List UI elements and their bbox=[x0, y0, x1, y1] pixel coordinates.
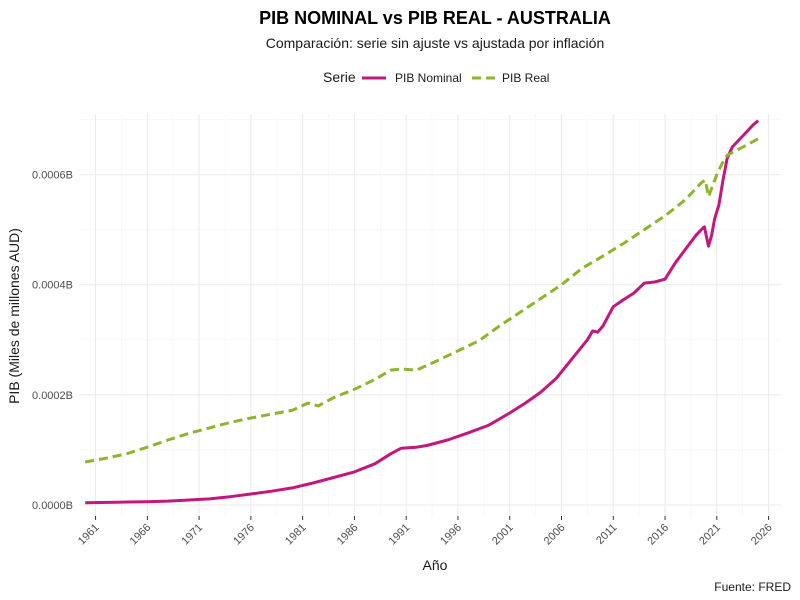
legend-label-pib-real: PIB Real bbox=[502, 71, 549, 85]
legend-title: Serie bbox=[323, 69, 356, 85]
plot-panel: 1961 1966 1971 1976 1981 1986 1991 1996 2001 2006… bbox=[32, 114, 781, 547]
x-axis-title: Año bbox=[423, 557, 448, 573]
x-tick-label: 2001 bbox=[490, 522, 516, 548]
chart-title: PIB NOMINAL vs PIB REAL - AUSTRALIA bbox=[259, 8, 611, 28]
x-tick-label: 2016 bbox=[645, 522, 671, 548]
x-tick-label: 1976 bbox=[231, 522, 257, 548]
y-tick-label: 0.0002B bbox=[32, 390, 73, 402]
x-tick-label: 1986 bbox=[335, 522, 361, 548]
x-tick-label: 1966 bbox=[128, 522, 154, 548]
chart-subtitle: Comparación: serie sin ajuste vs ajustad… bbox=[266, 35, 605, 51]
x-tick-label: 2021 bbox=[697, 522, 723, 548]
legend-label-pib-nominal: PIB Nominal bbox=[395, 71, 462, 85]
legend: Serie PIB Nominal PIB Real bbox=[323, 69, 549, 85]
y-tick-label: 0.0006B bbox=[32, 170, 73, 182]
series-line-pib-real bbox=[84, 137, 759, 464]
x-tick-label: 2006 bbox=[542, 522, 568, 548]
caption: Fuente: FRED bbox=[714, 580, 791, 594]
x-tick-label: 2011 bbox=[594, 522, 619, 547]
x-tick-label: 1991 bbox=[387, 522, 413, 548]
x-tick-label: 1981 bbox=[283, 522, 309, 548]
x-tick-label: 1996 bbox=[438, 522, 464, 548]
series-line-pib-nominal bbox=[85, 119, 760, 505]
x-tick-label: 1961 bbox=[76, 522, 102, 548]
x-tick-label: 2026 bbox=[749, 522, 775, 548]
y-tick-label: 0.0004B bbox=[32, 280, 73, 292]
y-axis-title: PIB (Miles de millones AUD) bbox=[6, 228, 22, 404]
x-tick-label: 1971 bbox=[179, 522, 205, 548]
y-tick-label: 0.0000B bbox=[32, 500, 73, 512]
